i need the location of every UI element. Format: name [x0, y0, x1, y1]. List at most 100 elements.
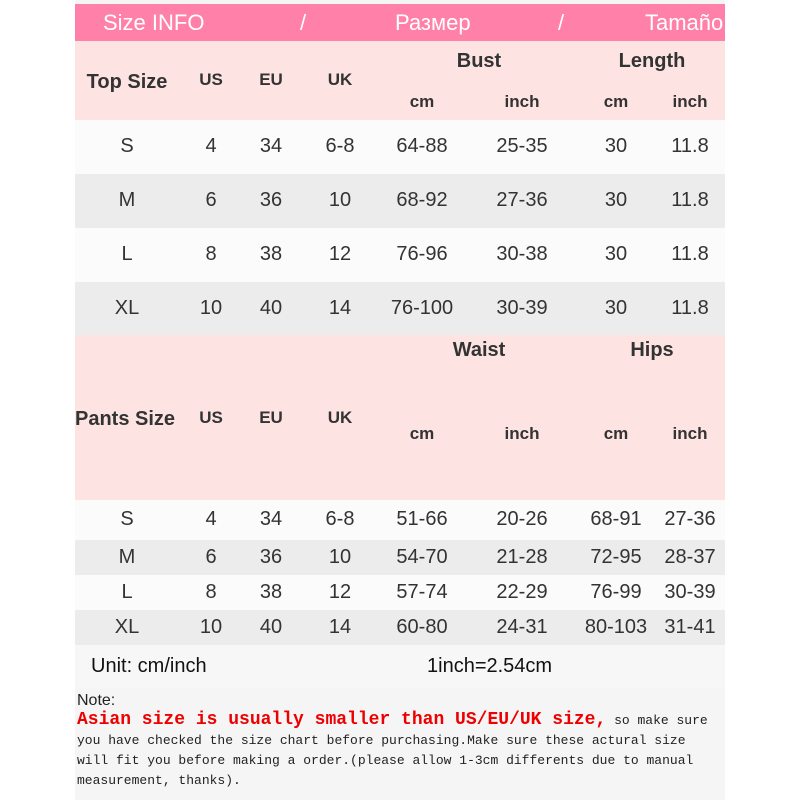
table-cell: 4 — [205, 508, 217, 530]
size-label: S — [120, 508, 134, 530]
hips-header: Hips — [630, 339, 674, 361]
table-cell: 60-80 — [396, 615, 448, 638]
pants-size-header: Pants Size — [74, 408, 176, 430]
table-cell: 30 — [604, 189, 628, 211]
table-row: XL 10 40 14 60-80 24-31 80-103 31-41 — [75, 610, 725, 645]
table-cell: 27-36 — [496, 189, 548, 211]
us-header: US — [199, 408, 223, 427]
table-cell: 30 — [604, 135, 628, 157]
banner-english: Size INFO — [103, 10, 205, 35]
size-label: M — [118, 545, 136, 568]
table-cell: 28-37 — [664, 545, 716, 568]
table-cell: 11.8 — [671, 296, 709, 319]
table-cell: 6-8 — [325, 135, 355, 157]
table-cell: 80-103 — [584, 615, 648, 638]
inch-header: inch — [504, 92, 540, 111]
table-cell: 76-99 — [590, 580, 642, 603]
table-cell: 38 — [259, 580, 283, 603]
table-cell: 10 — [328, 189, 352, 211]
size-label: XL — [114, 615, 140, 638]
table-cell: 30 — [604, 296, 628, 319]
table-cell: 38 — [259, 243, 283, 265]
table-row: XL 10 40 14 76-100 30-39 30 11.8 — [75, 282, 725, 335]
size-label: L — [121, 580, 133, 603]
note-text: so make sure you have checked the size c… — [77, 713, 708, 788]
table-cell: 6-8 — [325, 508, 355, 530]
cm-header: cm — [409, 92, 435, 111]
note-warning: Asian size is usually smaller than US/EU… — [77, 710, 607, 730]
table-cell: 57-74 — [396, 580, 448, 603]
eu-header: EU — [259, 408, 283, 427]
table-cell: 12 — [328, 243, 352, 265]
bust-header: Bust — [456, 50, 502, 72]
table-cell: 36 — [259, 189, 283, 211]
table-cell: 40 — [259, 296, 283, 319]
table-cell: 24-31 — [496, 615, 548, 638]
table-cell: 40 — [259, 615, 283, 638]
banner-spanish: Tamaño — [645, 10, 724, 35]
cm-header: cm — [603, 92, 629, 111]
table-cell: 4 — [205, 135, 217, 157]
us-header: US — [199, 70, 223, 89]
banner-russian: Размер — [395, 10, 471, 35]
table-row: L 8 38 12 57-74 22-29 76-99 30-39 — [75, 575, 725, 610]
table-cell: 30-38 — [496, 243, 548, 265]
cm-header: cm — [409, 424, 435, 443]
unit-label: Unit: cm/inch — [91, 655, 207, 677]
table-row: M 6 36 10 68-92 27-36 30 11.8 — [75, 174, 725, 228]
table-cell: 14 — [328, 296, 352, 319]
title-banner: Size INFO / Размер / Tamaño — [75, 4, 725, 41]
table-cell: 10 — [328, 545, 352, 568]
table-cell: 31-41 — [664, 615, 716, 638]
table-cell: 11.8 — [671, 135, 709, 157]
cm-header: cm — [603, 424, 629, 443]
table-cell: 20-26 — [496, 508, 548, 530]
note: Note: Asian size is usually smaller than… — [77, 692, 717, 791]
table-row: S 4 34 6-8 64-88 25-35 30 11.8 — [75, 120, 725, 174]
banner-separator: / — [558, 10, 565, 35]
table-cell: 68-91 — [590, 508, 642, 530]
size-label: XL — [114, 296, 140, 319]
table-cell: 8 — [205, 580, 217, 603]
pants-header: Pants Size US EU UK Waist Hips cm inch c… — [75, 335, 725, 500]
size-label: S — [120, 135, 134, 157]
size-label: M — [118, 189, 136, 211]
table-cell: 30-39 — [496, 296, 548, 319]
table-cell: 76-100 — [390, 296, 454, 319]
table-row: M 6 36 10 54-70 21-28 72-95 28-37 — [75, 540, 725, 575]
table-cell: 76-96 — [396, 243, 448, 265]
table-cell: 34 — [259, 135, 283, 157]
table-cell: 36 — [259, 545, 283, 568]
top-size-header: Top Size — [86, 71, 168, 93]
uk-header: UK — [327, 70, 353, 89]
table-cell: 10 — [199, 615, 223, 638]
table-cell: 22-29 — [496, 580, 548, 603]
note-label: Note: — [77, 692, 116, 709]
waist-header: Waist — [452, 339, 506, 361]
table-cell: 34 — [259, 508, 283, 530]
banner-separator: / — [300, 10, 307, 35]
table-cell: 64-88 — [396, 135, 448, 157]
size-label: L — [121, 243, 133, 265]
table-cell: 21-28 — [496, 545, 548, 568]
inch-header: inch — [672, 92, 708, 111]
table-cell: 11.8 — [671, 189, 709, 211]
table-row: L 8 38 12 76-96 30-38 30 11.8 — [75, 228, 725, 282]
table-cell: 25-35 — [496, 135, 548, 157]
table-cell: 30-39 — [664, 580, 716, 603]
table-cell: 6 — [205, 545, 217, 568]
unit-row: Unit: cm/inch 1inch=2.54cm — [75, 645, 725, 688]
size-chart: Size INFO / Размер / Tamaño Top Size US … — [75, 0, 725, 800]
table-row: S 4 34 6-8 51-66 20-26 68-91 27-36 — [75, 500, 725, 540]
table-cell: 10 — [199, 296, 223, 319]
table-cell: 68-92 — [396, 189, 448, 211]
inch-header: inch — [672, 424, 708, 443]
table-cell: 54-70 — [396, 545, 448, 568]
table-cell: 14 — [328, 615, 352, 638]
table-cell: 51-66 — [396, 508, 448, 530]
top-header: Top Size US EU UK Bust Length cm inch cm… — [75, 41, 725, 120]
table-cell: 27-36 — [664, 508, 716, 530]
uk-header: UK — [327, 408, 353, 427]
table-cell: 6 — [205, 189, 217, 211]
inch-header: inch — [504, 424, 540, 443]
